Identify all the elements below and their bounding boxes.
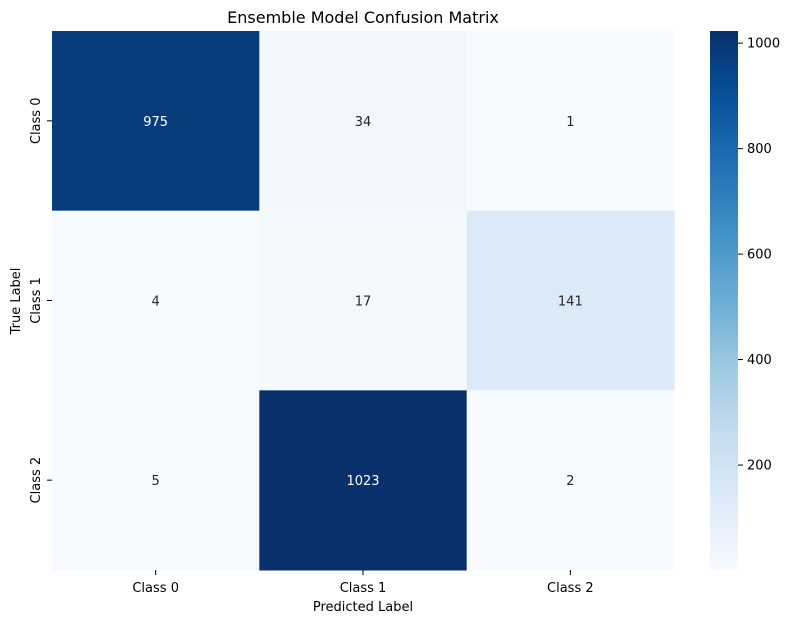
colorbar-tick-label: 1000	[747, 37, 780, 52]
y-tick-label: Class 2	[29, 457, 44, 504]
colorbar	[710, 31, 738, 570]
heatmap-cell	[259, 210, 468, 391]
heatmap-cell	[466, 31, 675, 212]
heatmap-cell	[52, 31, 260, 212]
colorbar-tick-label: 800	[747, 142, 772, 157]
y-axis: Class 0 Class 1 Class 2	[29, 98, 52, 504]
chart-title: Ensemble Model Confusion Matrix	[227, 8, 499, 27]
colorbar-tick-label: 400	[747, 353, 772, 368]
heatmap-cells: 975 34 1 4 17 141 5 1023 2	[52, 31, 675, 571]
colorbar-tick-label: 600	[747, 248, 772, 263]
y-tick-label: Class 1	[29, 277, 44, 324]
y-tick-label: Class 0	[29, 98, 44, 145]
colorbar-ticks: 200 400 600 800 1000	[738, 37, 780, 474]
cell-value-label: 1023	[346, 474, 379, 489]
cell-value-label: 141	[558, 295, 583, 310]
y-axis-label: True Label	[9, 268, 24, 336]
heatmap-cell	[259, 390, 468, 571]
x-tick-label: Class 2	[547, 581, 594, 596]
cell-value-label: 2	[566, 474, 574, 489]
cell-value-label: 1	[566, 115, 574, 130]
colorbar-tick-label: 200	[747, 459, 772, 474]
heatmap-cell	[259, 31, 468, 212]
x-tick-label: Class 1	[340, 581, 387, 596]
x-axis: Class 0 Class 1 Class 2	[132, 570, 594, 596]
heatmap-cell	[52, 390, 260, 571]
cell-value-label: 34	[355, 115, 372, 130]
x-tick-label: Class 0	[132, 581, 179, 596]
cell-value-label: 975	[143, 115, 168, 130]
heatmap-cell	[466, 210, 675, 391]
cell-value-label: 4	[152, 295, 160, 310]
heatmap-cell	[466, 390, 675, 571]
cell-value-label: 17	[355, 295, 372, 310]
x-axis-label: Predicted Label	[313, 600, 413, 615]
heatmap-cell	[52, 210, 260, 391]
cell-value-label: 5	[152, 474, 160, 489]
